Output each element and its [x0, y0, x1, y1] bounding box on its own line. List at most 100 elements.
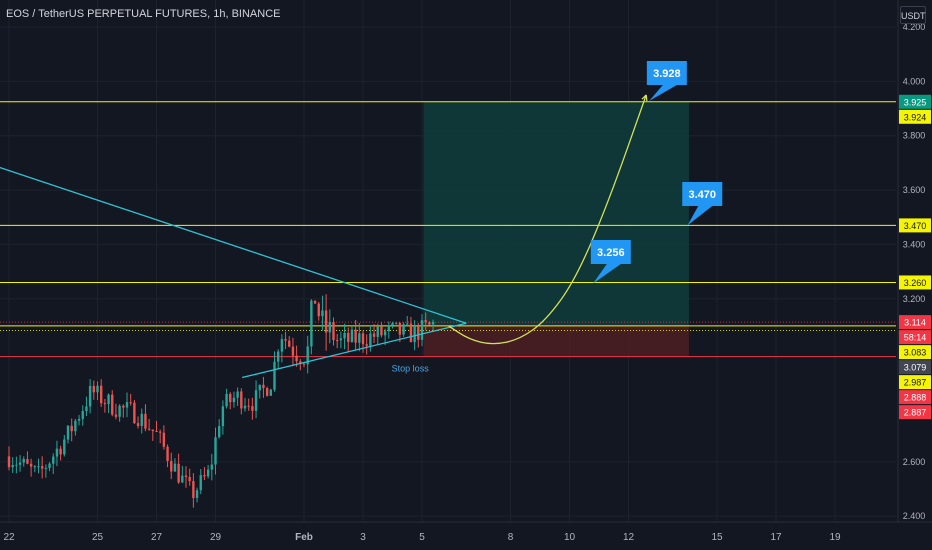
candle-body	[7, 456, 11, 468]
y-tick-label: 4.200	[903, 22, 926, 32]
price-label-text: 2.888	[904, 393, 927, 403]
price-label-text: 58:14	[904, 333, 927, 343]
candle-body	[77, 418, 81, 421]
candle-body	[184, 475, 188, 477]
loss-zone[interactable]	[423, 325, 689, 357]
price-label-text: 3.114	[904, 318, 926, 328]
candle-body	[85, 406, 88, 412]
price-label-box	[899, 94, 931, 109]
y-tick-label: 4.000	[903, 76, 926, 86]
candle-body	[22, 458, 25, 463]
candle-body	[383, 331, 387, 336]
candle-body	[166, 446, 169, 462]
candle-body	[133, 402, 136, 424]
candle-body	[48, 463, 51, 468]
candle-body	[192, 481, 195, 499]
candle-body	[88, 385, 92, 407]
triangle-upper-trendline[interactable]	[0, 166, 467, 324]
candle-body	[343, 332, 346, 339]
candle-body	[136, 423, 140, 427]
candle-body	[240, 391, 243, 409]
target-callout[interactable]: 3.256	[590, 240, 631, 284]
candle-body	[369, 333, 372, 346]
price-label: 2.987	[899, 375, 931, 390]
currency-button[interactable]: USDT	[900, 6, 926, 24]
candle-body	[55, 448, 59, 457]
target-callout[interactable]: 3.928	[646, 61, 687, 101]
time-axis[interactable]	[0, 522, 932, 550]
candle-body	[111, 394, 114, 415]
target-label: 3.470	[688, 189, 716, 201]
candle-body	[37, 466, 40, 468]
candle-body	[63, 439, 66, 455]
price-label-box	[899, 330, 931, 345]
candle-body	[387, 325, 391, 332]
stop-loss-label: Stop loss	[392, 364, 430, 374]
price-label: 3.925	[899, 94, 931, 109]
candle-body	[247, 405, 250, 407]
candle-body	[81, 411, 84, 419]
triangle-lower-trendline[interactable]	[241, 322, 467, 379]
candle-body	[195, 490, 199, 499]
callout-bubble	[646, 61, 687, 101]
candle-body	[251, 406, 254, 411]
price-label-text: 3.083	[904, 348, 927, 358]
candle-body	[15, 464, 18, 466]
candle-body	[232, 397, 236, 403]
x-tick-label: 17	[770, 532, 782, 543]
x-tick-label: Feb	[295, 532, 313, 543]
candle-body	[199, 475, 202, 491]
candle-body	[217, 426, 221, 438]
candle-body	[302, 363, 306, 365]
candle-body	[394, 322, 398, 324]
candle-body	[402, 324, 405, 335]
price-label-box	[899, 218, 931, 233]
candle-body	[413, 326, 416, 343]
callout-bubble	[590, 240, 631, 284]
candle-body	[29, 463, 33, 467]
price-label-box	[899, 390, 931, 405]
price-label-text: 3.260	[904, 278, 927, 288]
y-tick-label: 2.600	[903, 457, 926, 467]
callout-bubble	[682, 182, 723, 226]
candle-body	[276, 351, 280, 362]
candle-body	[129, 402, 132, 404]
candle-body	[391, 323, 394, 326]
projected-path-curve[interactable]	[448, 94, 647, 345]
candle-body	[11, 465, 14, 468]
candle-body	[155, 430, 158, 432]
profit-zone[interactable]	[423, 101, 689, 326]
candle-body	[221, 406, 225, 427]
candle-body	[354, 329, 357, 343]
price-label-box	[899, 375, 931, 390]
target-callout[interactable]: 3.470	[682, 182, 723, 226]
candle-body	[59, 448, 62, 455]
x-tick-label: 8	[508, 532, 514, 543]
candle-body	[372, 333, 376, 337]
price-label-text: 3.079	[904, 363, 927, 373]
candle-body	[158, 431, 162, 433]
price-label: 3.260	[899, 275, 931, 290]
y-tick-label: 2.400	[903, 511, 926, 521]
x-tick-label: 3	[360, 532, 366, 543]
candle-body	[40, 466, 44, 469]
candle-body	[214, 437, 217, 465]
candle-body	[66, 425, 70, 440]
candle-body	[44, 467, 48, 469]
candle-body	[147, 428, 151, 430]
x-tick-label: 15	[711, 532, 723, 543]
candle-body	[398, 322, 402, 335]
price-label: 3.924	[899, 109, 931, 124]
candle-body	[361, 333, 365, 345]
price-axis[interactable]	[898, 0, 932, 550]
candle-body	[280, 339, 284, 352]
candle-body	[376, 326, 379, 337]
candle-body	[74, 420, 77, 432]
candle-body	[424, 320, 427, 323]
y-tick-label: 3.600	[903, 185, 926, 195]
candle-body	[409, 323, 413, 343]
candle-body	[107, 394, 110, 404]
candle-body	[265, 388, 269, 396]
candle-body	[96, 385, 99, 393]
